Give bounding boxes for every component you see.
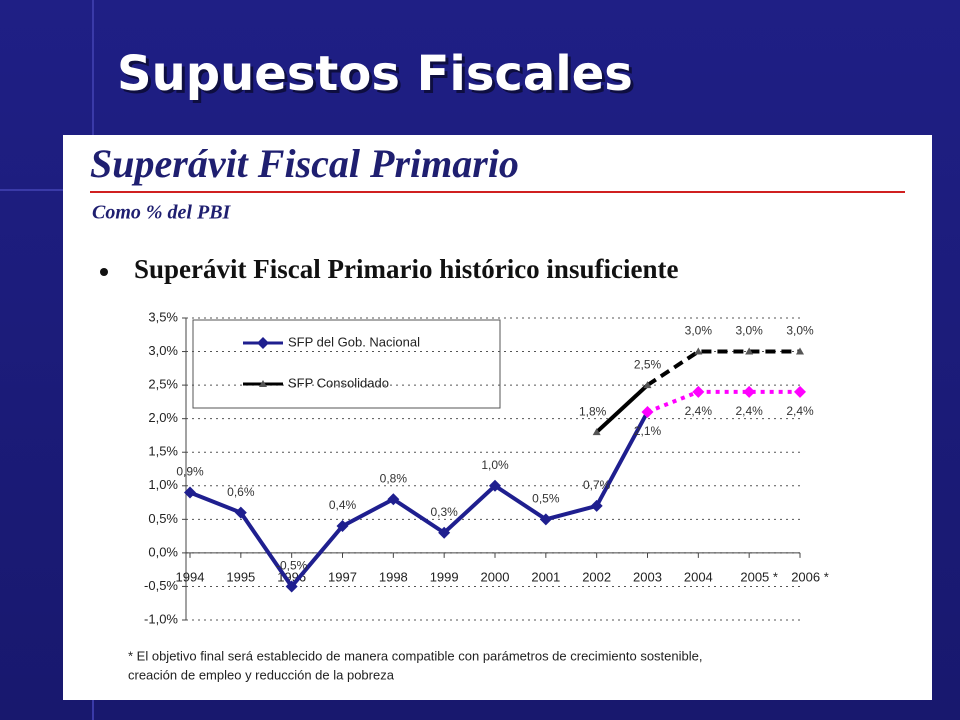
data-marker xyxy=(592,428,601,436)
legend-box xyxy=(192,319,501,409)
y-tick-label: 3,5% xyxy=(148,309,178,324)
slide-title-shadow: Supuestos Fiscales xyxy=(120,49,636,105)
data-marker xyxy=(641,405,654,418)
data-marker xyxy=(336,520,349,533)
data-marker xyxy=(234,506,247,519)
x-tick-label: 2002 xyxy=(582,569,611,584)
y-tick-label: 0,0% xyxy=(148,544,178,559)
value-label: 3,0% xyxy=(685,324,713,338)
x-tick-label: 1994 xyxy=(176,569,205,584)
data-marker xyxy=(692,385,705,398)
x-tick-label: 1997 xyxy=(328,569,357,584)
x-tick-label: 1995 xyxy=(226,569,255,584)
value-label: 3,0% xyxy=(735,324,763,338)
y-tick-label: 2,0% xyxy=(148,410,178,425)
value-label: 1,0% xyxy=(481,458,509,472)
y-tick-label: -0,5% xyxy=(144,578,178,593)
legend-label: SFP Consolidado xyxy=(288,375,389,390)
value-label: 2,4% xyxy=(735,404,763,418)
bullet xyxy=(100,268,108,276)
slide-title: Supuestos Fiscales xyxy=(117,46,633,102)
value-label: 0,9% xyxy=(176,465,204,479)
chart-subtitle: Como % del PBI xyxy=(92,202,232,224)
data-marker xyxy=(590,499,603,512)
value-label: -0,5% xyxy=(276,559,308,573)
value-label: 0,6% xyxy=(227,485,255,499)
y-tick-label: 1,0% xyxy=(148,477,178,492)
bullet-text: Superávit Fiscal Primario histórico insu… xyxy=(134,254,678,284)
value-label: 0,4% xyxy=(329,498,357,512)
value-label: 2,4% xyxy=(685,404,713,418)
value-label: 1,8% xyxy=(579,404,607,418)
value-label: 3,0% xyxy=(786,324,814,338)
data-marker xyxy=(694,347,703,355)
value-label: 0,8% xyxy=(380,471,408,485)
data-marker xyxy=(643,381,652,389)
chart-title: Superávit Fiscal Primario xyxy=(90,141,519,186)
value-label: 0,3% xyxy=(430,505,458,519)
data-marker xyxy=(745,347,754,355)
data-marker xyxy=(796,347,804,355)
series-line xyxy=(646,349,800,387)
data-marker xyxy=(743,385,756,398)
y-tick-label: 0,5% xyxy=(148,511,178,526)
value-label: 2,4% xyxy=(786,404,814,418)
x-tick-label: 1999 xyxy=(430,569,459,584)
footnote: creación de empleo y reducción de la pob… xyxy=(128,667,395,682)
value-label: 0,7% xyxy=(583,478,611,492)
data-marker xyxy=(438,526,451,539)
x-tick-label: 2004 xyxy=(684,569,713,584)
y-tick-label: 2,5% xyxy=(148,377,178,392)
chart-panel xyxy=(63,135,932,700)
x-tick-label: 1998 xyxy=(379,569,408,584)
data-marker xyxy=(539,513,552,526)
footnote: * El objetivo final será establecido de … xyxy=(128,648,702,663)
data-marker xyxy=(285,580,298,593)
x-tick-label: 2006 * xyxy=(791,569,829,584)
series-line xyxy=(646,389,800,414)
x-tick-label: 2000 xyxy=(481,569,510,584)
x-tick-label: 2005 * xyxy=(740,569,778,584)
value-label: 2,1% xyxy=(634,424,662,438)
data-marker xyxy=(259,380,267,387)
data-marker xyxy=(257,337,269,349)
series-line xyxy=(189,411,650,590)
data-marker xyxy=(387,493,400,506)
value-label: 2,5% xyxy=(634,357,662,371)
y-tick-label: 1,5% xyxy=(148,444,178,459)
series-line xyxy=(595,383,649,434)
x-tick-label: 2003 xyxy=(633,569,662,584)
legend-label: SFP del Gob. Nacional xyxy=(288,334,420,349)
y-tick-label: -1,0% xyxy=(144,611,178,626)
data-marker xyxy=(794,385,806,398)
x-tick-label: 2001 xyxy=(531,569,560,584)
y-tick-label: 3,0% xyxy=(148,343,178,358)
data-marker xyxy=(184,486,196,499)
data-marker xyxy=(489,479,501,492)
value-label: 0,5% xyxy=(532,492,560,506)
